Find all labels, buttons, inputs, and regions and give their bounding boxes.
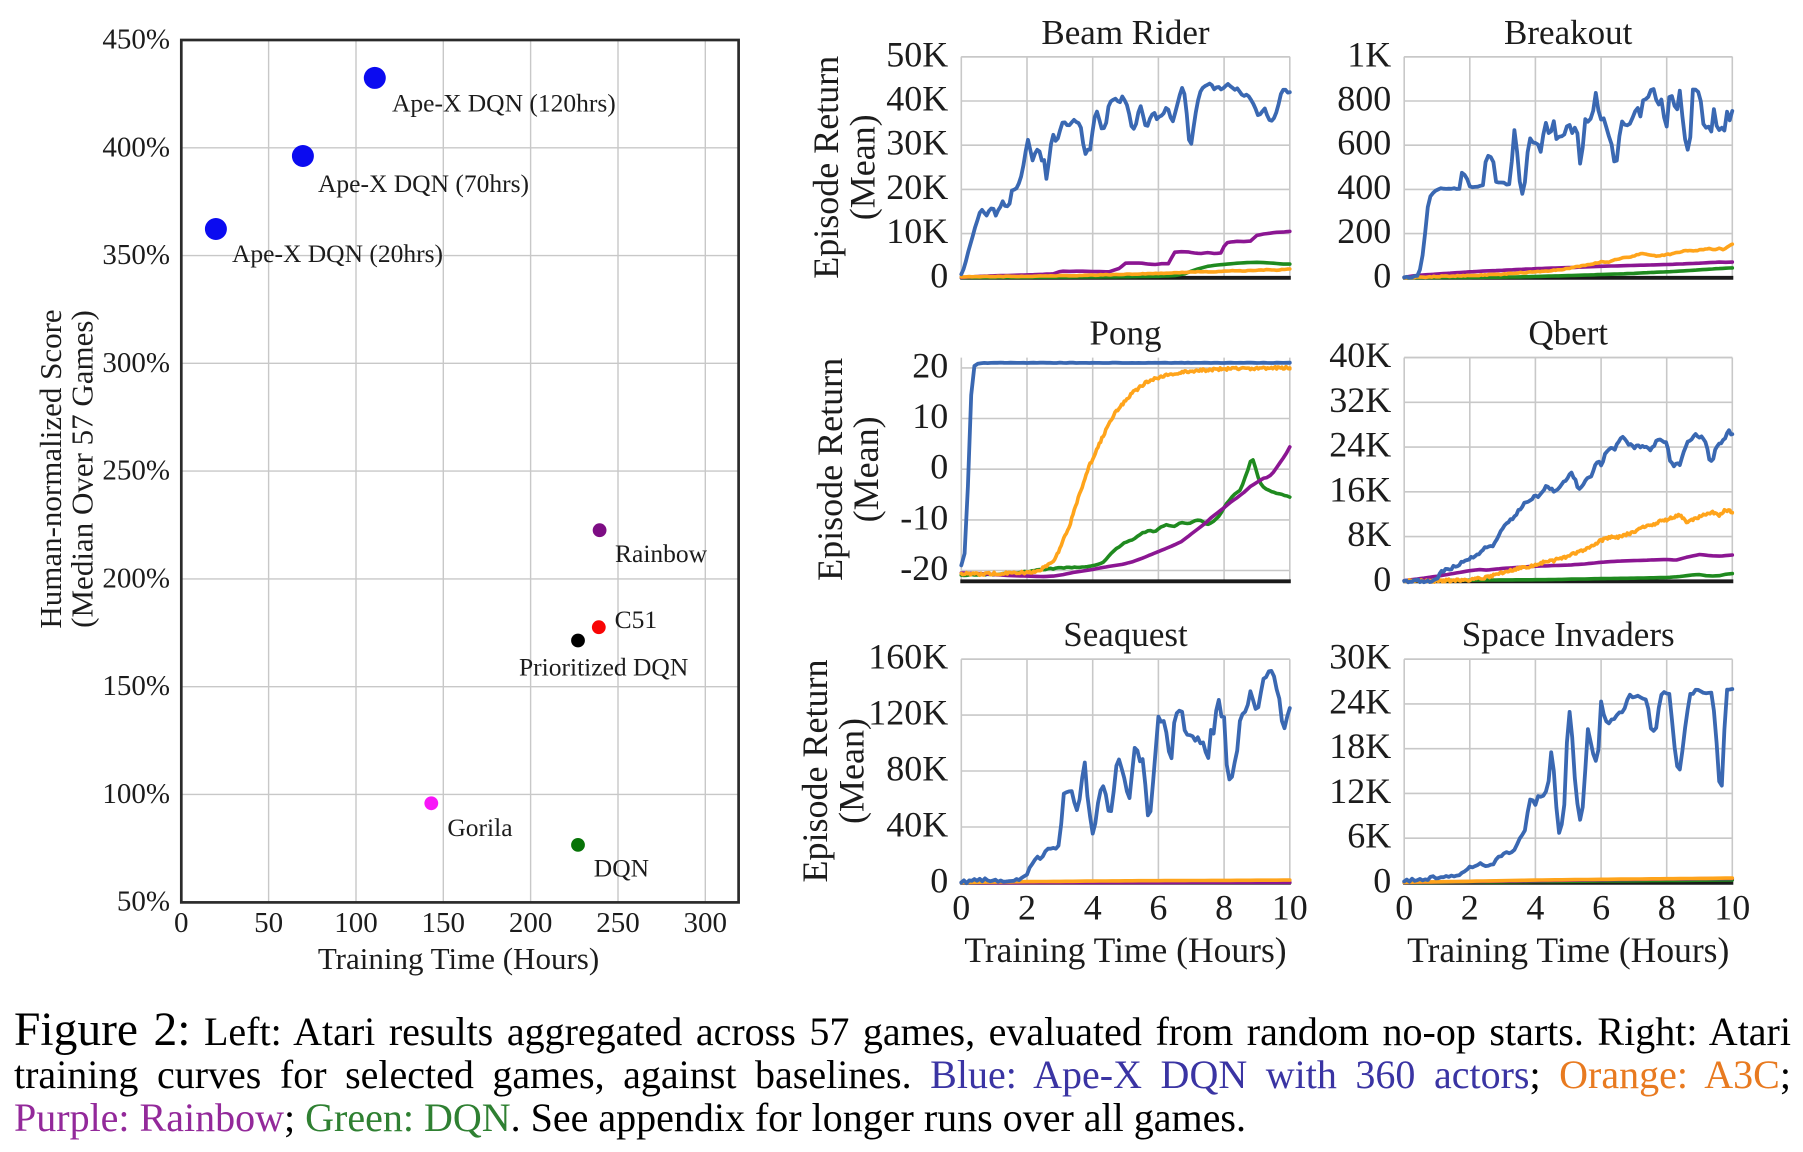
svg-text:200: 200 bbox=[1337, 211, 1391, 251]
svg-text:DQN: DQN bbox=[594, 854, 649, 883]
svg-text:40K: 40K bbox=[886, 805, 948, 845]
svg-text:Pong: Pong bbox=[1090, 314, 1162, 353]
svg-text:Episode Return: Episode Return bbox=[795, 660, 835, 883]
svg-text:30K: 30K bbox=[886, 123, 948, 163]
svg-text:6K: 6K bbox=[1347, 816, 1391, 856]
svg-text:Human-normalized Score: Human-normalized Score bbox=[33, 309, 68, 628]
svg-text:Rainbow: Rainbow bbox=[615, 539, 708, 568]
svg-text:32K: 32K bbox=[1329, 380, 1391, 420]
svg-text:150%: 150% bbox=[102, 670, 170, 702]
svg-text:(Mean): (Mean) bbox=[843, 114, 883, 220]
svg-text:18K: 18K bbox=[1329, 726, 1391, 766]
svg-text:50: 50 bbox=[254, 907, 283, 939]
svg-text:800: 800 bbox=[1337, 79, 1391, 119]
svg-text:(Mean): (Mean) bbox=[832, 718, 872, 824]
svg-text:Seaquest: Seaquest bbox=[1063, 615, 1188, 654]
svg-text:10K: 10K bbox=[886, 211, 948, 251]
svg-text:(Median Over 57 Games): (Median Over 57 Games) bbox=[65, 310, 100, 628]
svg-text:1K: 1K bbox=[1347, 34, 1391, 74]
svg-text:10: 10 bbox=[1272, 888, 1308, 928]
svg-text:Ape-X DQN (70hrs): Ape-X DQN (70hrs) bbox=[318, 169, 529, 198]
svg-text:24K: 24K bbox=[1329, 425, 1391, 465]
svg-text:0: 0 bbox=[174, 907, 189, 939]
svg-text:600: 600 bbox=[1337, 123, 1391, 163]
svg-text:0: 0 bbox=[952, 888, 970, 928]
svg-text:20: 20 bbox=[912, 345, 948, 385]
svg-text:Beam Rider: Beam Rider bbox=[1041, 13, 1209, 52]
svg-text:10: 10 bbox=[912, 396, 948, 436]
svg-text:(Mean): (Mean) bbox=[846, 416, 886, 522]
svg-text:200%: 200% bbox=[102, 562, 170, 594]
svg-text:0: 0 bbox=[1373, 860, 1391, 900]
svg-text:12K: 12K bbox=[1329, 771, 1391, 811]
svg-text:16K: 16K bbox=[1329, 469, 1391, 509]
svg-text:10: 10 bbox=[1714, 888, 1750, 928]
svg-text:40K: 40K bbox=[1329, 335, 1391, 375]
svg-text:Ape-X DQN (20hrs): Ape-X DQN (20hrs) bbox=[232, 239, 443, 268]
svg-text:Prioritized DQN: Prioritized DQN bbox=[519, 653, 688, 682]
svg-text:Qbert: Qbert bbox=[1528, 314, 1608, 353]
svg-text:Training Time (Hours): Training Time (Hours) bbox=[964, 930, 1286, 970]
svg-text:200: 200 bbox=[509, 907, 553, 939]
svg-text:0: 0 bbox=[1373, 559, 1391, 599]
svg-text:30K: 30K bbox=[1329, 637, 1391, 677]
svg-text:350%: 350% bbox=[102, 239, 170, 271]
svg-text:24K: 24K bbox=[1329, 681, 1391, 721]
svg-text:8K: 8K bbox=[1347, 514, 1391, 554]
svg-text:40K: 40K bbox=[886, 79, 948, 119]
svg-text:Training Time (Hours): Training Time (Hours) bbox=[318, 941, 599, 976]
svg-text:400: 400 bbox=[1337, 167, 1391, 207]
svg-text:0: 0 bbox=[930, 255, 948, 295]
svg-text:8: 8 bbox=[1658, 888, 1676, 928]
svg-text:6: 6 bbox=[1592, 888, 1610, 928]
svg-text:2: 2 bbox=[1018, 888, 1036, 928]
svg-text:Episode Return: Episode Return bbox=[810, 358, 850, 581]
svg-text:C51: C51 bbox=[615, 605, 658, 634]
svg-text:Episode Return: Episode Return bbox=[806, 56, 846, 279]
svg-text:Training Time (Hours): Training Time (Hours) bbox=[1407, 930, 1729, 970]
svg-text:80K: 80K bbox=[886, 749, 948, 789]
svg-text:6: 6 bbox=[1149, 888, 1167, 928]
svg-text:-10: -10 bbox=[900, 497, 948, 537]
svg-text:250: 250 bbox=[596, 907, 640, 939]
svg-text:8: 8 bbox=[1215, 888, 1233, 928]
svg-text:20K: 20K bbox=[886, 167, 948, 207]
svg-text:50K: 50K bbox=[886, 34, 948, 74]
svg-text:50%: 50% bbox=[117, 886, 170, 918]
svg-text:Space Invaders: Space Invaders bbox=[1462, 615, 1675, 654]
svg-text:300%: 300% bbox=[102, 347, 170, 379]
svg-text:250%: 250% bbox=[102, 455, 170, 487]
svg-text:0: 0 bbox=[1373, 255, 1391, 295]
svg-text:Breakout: Breakout bbox=[1504, 13, 1633, 52]
svg-text:2: 2 bbox=[1461, 888, 1479, 928]
svg-text:150: 150 bbox=[422, 907, 466, 939]
svg-text:450%: 450% bbox=[102, 24, 170, 56]
svg-text:Ape-X DQN (120hrs): Ape-X DQN (120hrs) bbox=[392, 89, 616, 118]
svg-text:0: 0 bbox=[930, 447, 948, 487]
svg-text:-20: -20 bbox=[900, 548, 948, 588]
svg-text:0: 0 bbox=[1395, 888, 1413, 928]
svg-text:100%: 100% bbox=[102, 778, 170, 810]
svg-text:4: 4 bbox=[1526, 888, 1544, 928]
svg-text:400%: 400% bbox=[102, 131, 170, 163]
svg-text:Gorila: Gorila bbox=[447, 813, 512, 842]
svg-text:100: 100 bbox=[334, 907, 378, 939]
svg-text:300: 300 bbox=[684, 907, 728, 939]
svg-text:120K: 120K bbox=[868, 693, 948, 733]
svg-text:0: 0 bbox=[930, 860, 948, 900]
svg-text:160K: 160K bbox=[868, 637, 948, 677]
svg-text:4: 4 bbox=[1084, 888, 1102, 928]
